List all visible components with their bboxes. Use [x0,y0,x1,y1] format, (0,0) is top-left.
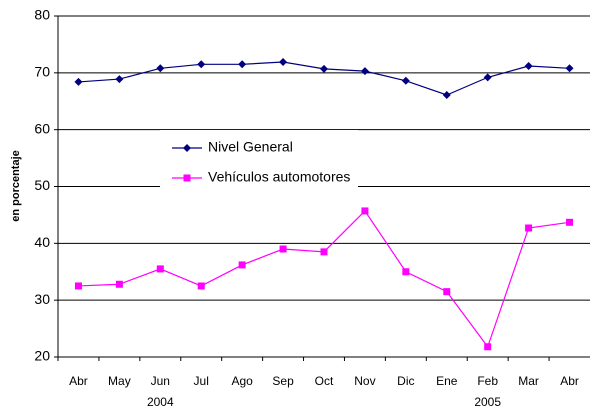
data-point [402,268,410,276]
y-tick-label: 80 [34,7,50,23]
data-point [238,261,246,269]
y-tick-label: 30 [34,291,50,307]
data-point [279,245,287,253]
x-tick-label: Sep [272,374,294,388]
x-group-label: 2005 [474,395,501,409]
data-point [238,60,247,69]
data-point [525,224,533,232]
y-tick-label: 40 [34,234,50,250]
series-line [78,209,570,349]
x-tick-label: Ene [436,374,458,388]
legend-label: Vehículos automotores [208,169,350,185]
y-axis-label: en porcentaje [10,150,22,222]
data-point [320,248,328,256]
data-point [401,76,410,85]
x-tick-label: Jul [194,374,209,388]
data-point [74,282,82,290]
legend-marker [183,144,191,152]
y-tick-label: 50 [34,177,50,193]
legend-box [160,130,358,190]
data-point [566,218,574,226]
data-point [156,265,164,273]
x-tick-label: Mar [518,374,539,388]
data-point [443,288,451,296]
x-tick-label: May [108,374,131,388]
y-tick-label: 60 [34,120,50,136]
data-point [360,67,369,76]
data-point [483,73,492,82]
y-tick-label: 20 [34,348,50,364]
x-tick-label: Feb [477,374,498,388]
data-point [279,58,288,67]
data-point [115,75,124,84]
data-point [115,280,123,288]
x-tick-label: Dic [397,374,414,388]
data-point [320,64,328,73]
data-point [361,207,369,215]
x-group-label: 2004 [147,395,174,409]
data-point [484,343,492,351]
x-tick-label: Nov [354,374,375,388]
x-tick-label: Abr [69,374,88,388]
x-tick-label: Jun [151,374,170,388]
x-tick-label: Ago [231,374,253,388]
data-point [442,90,451,99]
data-point [565,64,574,73]
legend-marker [183,174,191,182]
x-tick-label: Oct [315,374,334,388]
data-point [197,60,206,69]
data-point [197,282,205,290]
data-point [156,64,165,73]
data-point [74,77,83,86]
x-tick-label: Abr [560,374,579,388]
data-point [524,62,533,71]
legend-label: Nivel General [208,139,293,155]
y-tick-label: 70 [34,64,50,80]
